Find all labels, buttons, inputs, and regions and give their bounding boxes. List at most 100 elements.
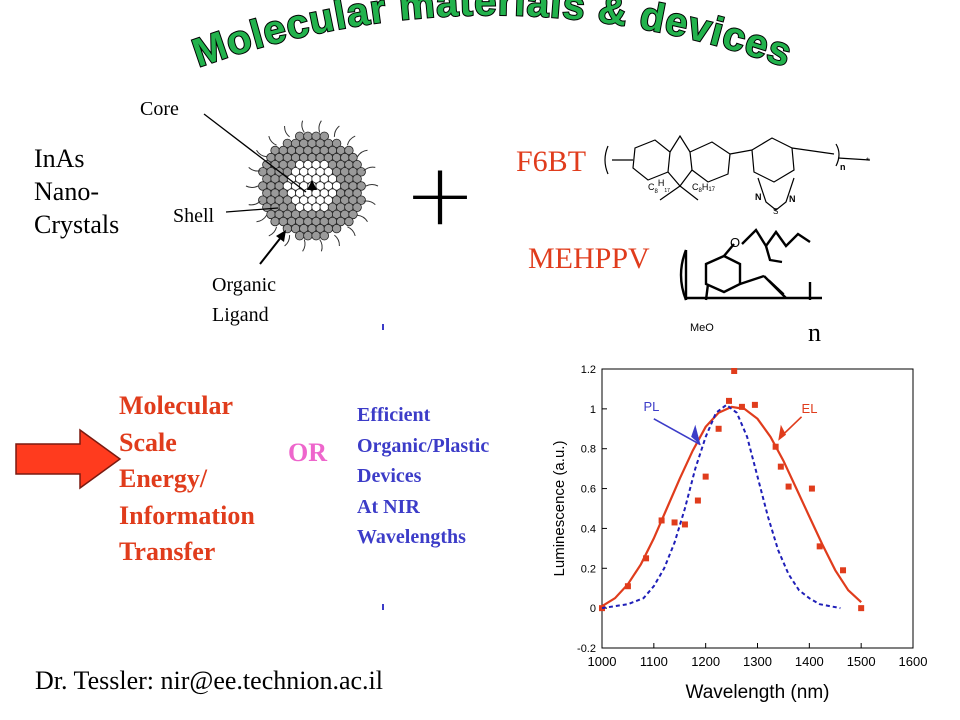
shell-atom bbox=[348, 152, 358, 163]
f6bt-c8h17-left: C8H17 bbox=[648, 178, 670, 195]
shell-atom bbox=[319, 131, 330, 142]
shell-pointer-line bbox=[225, 207, 279, 213]
el-fit-curve bbox=[601, 405, 862, 608]
core-pointer-line bbox=[203, 113, 307, 193]
shell-atom bbox=[344, 216, 354, 227]
x-tick-label: 1500 bbox=[847, 654, 876, 669]
y-tick-label: 0.2 bbox=[581, 563, 596, 575]
ligand-strand bbox=[302, 239, 306, 252]
shell-atom bbox=[356, 181, 366, 191]
mehppv-vinylene bbox=[763, 275, 787, 299]
ligand-strand bbox=[319, 239, 323, 252]
ligand-strand bbox=[256, 214, 268, 223]
el-data-point bbox=[738, 403, 745, 410]
f6bt-chain-left bbox=[659, 185, 681, 201]
ligand-strand bbox=[284, 235, 291, 247]
mehppv-left-bracket bbox=[679, 249, 688, 301]
shell-label: Shell bbox=[173, 205, 215, 227]
mehppv-vinylene bbox=[739, 274, 765, 286]
ligand-strand bbox=[357, 214, 368, 222]
pl-annotation-arrow bbox=[653, 418, 701, 446]
el-data-point bbox=[624, 583, 631, 590]
nanocrystal-atom-grid bbox=[258, 131, 366, 241]
x-tick-label: 1000 bbox=[588, 654, 617, 669]
shell-atom bbox=[352, 202, 362, 213]
mehppv-meo: MeO bbox=[690, 322, 714, 334]
marker-dot bbox=[382, 324, 384, 330]
x-tick-label: 1300 bbox=[743, 654, 772, 669]
el-annotation-arrow-head bbox=[778, 424, 787, 441]
ligand-hairs bbox=[245, 120, 379, 252]
mehppv-ether-bond bbox=[723, 243, 735, 257]
efficient-devices-line: Devices bbox=[357, 465, 422, 487]
ligand-strand bbox=[334, 234, 340, 247]
y-axis-label: Luminescence (a.u.) bbox=[551, 441, 568, 577]
shell-atom bbox=[352, 160, 362, 170]
f6bt-thiadiazole bbox=[757, 177, 795, 211]
efficient-devices-text: Efficient Organic/Plastic Devices At NIR… bbox=[357, 400, 489, 553]
nanocrystal-diagram bbox=[203, 113, 379, 265]
f6bt-label: F6BT bbox=[516, 145, 587, 178]
x-tick-label: 1600 bbox=[899, 654, 928, 669]
el-data-point bbox=[840, 567, 847, 574]
f6bt-structure: C8H17 C8H17 N N S n * bbox=[604, 134, 871, 216]
el-data-point bbox=[731, 367, 738, 374]
f6bt-atom-s: S bbox=[773, 207, 778, 216]
f6bt-star: * bbox=[866, 156, 870, 166]
mehppv-repeat-n: n bbox=[808, 318, 821, 347]
right-arrow-icon bbox=[15, 428, 122, 490]
ligand-strand bbox=[356, 149, 368, 158]
contact-footer: Dr. Tessler: nir@ee.technion.ac.il bbox=[35, 666, 383, 695]
molecular-scale-text: Molecular Scale Energy/ Information Tran… bbox=[119, 388, 255, 571]
shell-atom bbox=[270, 216, 280, 227]
ligand-strand bbox=[248, 167, 261, 172]
core-label: Core bbox=[140, 98, 179, 120]
ligand-strand bbox=[284, 125, 290, 138]
el-annotation: EL bbox=[802, 401, 818, 416]
shell-atom bbox=[331, 223, 342, 234]
x-axis-label: Wavelength (nm) bbox=[686, 682, 830, 703]
ligand-strand bbox=[248, 200, 261, 206]
ligand-strand bbox=[245, 185, 259, 188]
mehppv-vinylene-double bbox=[768, 279, 785, 295]
f6bt-left-ring bbox=[632, 139, 671, 181]
nanocrystal-label-line: Crystals bbox=[34, 210, 120, 239]
x-tick-label: 1200 bbox=[691, 654, 720, 669]
f6bt-bond bbox=[729, 149, 753, 155]
el-data-point bbox=[816, 543, 823, 550]
ligand-strand bbox=[363, 166, 376, 172]
f6bt-bond bbox=[791, 147, 835, 155]
molecular-scale-line: Energy/ bbox=[119, 464, 208, 493]
shell-atom bbox=[311, 230, 321, 241]
nanocrystal-label-line: InAs bbox=[34, 144, 85, 173]
mehppv-atom-o: O bbox=[730, 235, 740, 250]
y-tick-label: 0.8 bbox=[581, 444, 596, 456]
shell-atom bbox=[294, 230, 305, 241]
plus-symbol: + bbox=[404, 145, 477, 245]
ligand-strand bbox=[346, 135, 356, 146]
y-tick-label: 0 bbox=[590, 603, 596, 615]
molecular-scale-line: Molecular bbox=[119, 391, 234, 420]
luminescence-chart: 1000 1100 1200 1300 1400 1500 1600 -0.2 0 0.2 0.4 0… bbox=[551, 364, 928, 703]
x-tick-label: 1100 bbox=[640, 654, 668, 669]
core-marker bbox=[307, 180, 317, 190]
f6bt-right-ring bbox=[689, 141, 731, 183]
mehppv-phenyl-ring bbox=[704, 254, 742, 294]
y-tick-label: 1 bbox=[590, 404, 596, 416]
ligand-strand bbox=[347, 226, 356, 237]
molecular-scale-line: Scale bbox=[119, 427, 177, 457]
slide-title: Molecular materials & devices bbox=[187, 0, 798, 76]
shell-atom bbox=[319, 230, 330, 241]
el-data-point bbox=[694, 497, 701, 504]
molecular-scale-line: Information bbox=[119, 500, 255, 530]
organic-ligand-line: Organic bbox=[212, 274, 277, 296]
ligand-strand bbox=[268, 226, 278, 237]
nanocrystal-label-line: Nano- bbox=[34, 177, 99, 206]
nanocrystal-label: InAs Nano- Crystals bbox=[34, 142, 119, 241]
shell-atom bbox=[348, 209, 358, 220]
f6bt-left-bracket bbox=[604, 145, 609, 175]
ligand-strand bbox=[365, 184, 379, 187]
f6bt-bond bbox=[837, 157, 871, 161]
organic-ligand-line: Ligand bbox=[212, 304, 269, 326]
f6bt-bt-ring bbox=[751, 137, 795, 183]
